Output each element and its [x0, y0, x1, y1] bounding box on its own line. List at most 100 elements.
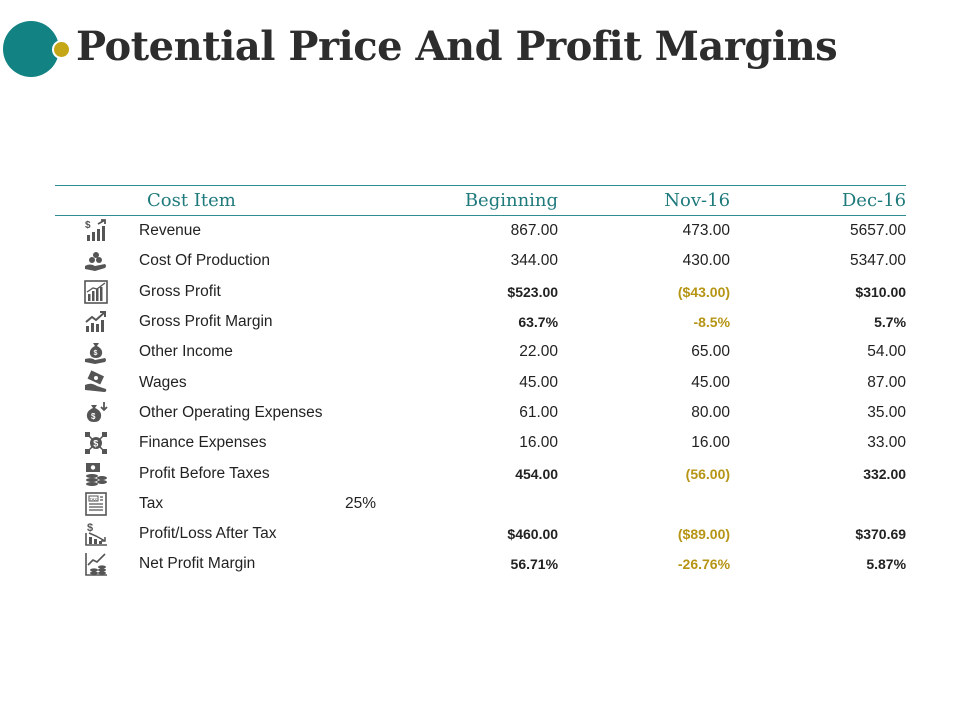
dollar-decline-icon: $ — [85, 522, 107, 546]
header-beginning: Beginning — [445, 185, 559, 216]
row-icon-cell — [55, 246, 137, 276]
teal-circle-decoration — [3, 21, 59, 77]
revenue-chart-icon: $ — [85, 219, 106, 242]
cell-dec-16: 5.7% — [874, 314, 907, 331]
cash-coins-icon — [86, 462, 107, 486]
row-label: Gross Profit Margin — [139, 313, 273, 331]
cell-beginning — [445, 489, 558, 519]
row-extra-value — [345, 216, 445, 247]
cell-beginning: 63.7% — [518, 314, 559, 331]
table-row: $ Revenue 867.00 473.00 5657.00 — [55, 216, 906, 247]
svg-text:$: $ — [85, 220, 91, 231]
table-row: $ Finance Expenses 16.00 16.00 33.00 — [55, 428, 906, 458]
cell-beginning: $460.00 — [507, 526, 559, 543]
row-extra-value — [345, 277, 445, 307]
row-label: Finance Expenses — [139, 434, 267, 452]
row-icon-cell — [55, 277, 137, 307]
row-label: Other Operating Expenses — [139, 403, 323, 421]
cell-dec-16: 35.00 — [867, 403, 907, 421]
cell-nov-16: (56.00) — [685, 465, 731, 482]
cell-nov-16: 16.00 — [691, 434, 731, 452]
table-row: Wages 45.00 45.00 87.00 — [55, 367, 906, 397]
table-row: $ Other Operating Expenses 61.00 80.00 35.00 — [55, 398, 906, 428]
header-cost-item: Cost Item — [55, 185, 446, 216]
cell-dec-16: 332.00 — [863, 465, 907, 482]
cell-beginning: 344.00 — [510, 252, 559, 270]
money-bag-down-icon: $ — [86, 401, 108, 422]
row-icon-cell — [55, 549, 137, 579]
svg-text:$: $ — [94, 350, 98, 357]
row-icon-cell: $ — [55, 398, 137, 428]
row-label: Cost Of Production — [139, 252, 270, 270]
table-row: Cost Of Production 344.00 430.00 5347.00 — [55, 246, 906, 276]
svg-text:$: $ — [93, 439, 98, 449]
row-extra-value — [345, 458, 445, 488]
svg-text:TAX: TAX — [90, 496, 98, 501]
row-label: Tax — [139, 494, 164, 512]
row-extra-value — [345, 337, 445, 367]
table-row: $ Other Income 22.00 65.00 54.00 — [55, 337, 906, 367]
cell-dec-16: $370.69 — [855, 526, 907, 543]
table-row: Profit Before Taxes 454.00 (56.00) 332.00 — [55, 458, 906, 488]
table-row: Net Profit Margin 56.71% -26.76% 5.87% — [55, 549, 906, 579]
table-row: TAX Tax 25% — [55, 489, 906, 519]
cell-dec-16: 5347.00 — [850, 252, 907, 270]
cell-dec-16: 87.00 — [867, 373, 907, 391]
row-label: Other Income — [139, 343, 233, 361]
row-extra-value — [345, 307, 445, 337]
cell-dec-16: 54.00 — [867, 343, 907, 361]
cell-beginning: 867.00 — [510, 222, 559, 240]
cell-dec-16: 5657.00 — [850, 222, 907, 240]
cell-nov-16: -26.76% — [677, 556, 731, 573]
cell-beginning: 22.00 — [519, 343, 559, 361]
row-extra-value — [345, 367, 445, 397]
cell-nov-16: 80.00 — [691, 403, 731, 421]
growth-arrow-icon — [85, 311, 106, 333]
row-extra-value: 25% — [345, 494, 377, 512]
row-label: Revenue — [139, 222, 202, 240]
row-label: Net Profit Margin — [139, 555, 256, 573]
cell-dec-16: $310.00 — [855, 283, 907, 300]
row-label: Gross Profit — [139, 282, 221, 300]
cell-dec-16: 33.00 — [867, 434, 907, 452]
row-icon-cell — [55, 367, 137, 397]
cell-beginning: 56.71% — [510, 556, 559, 573]
gold-circle-decoration — [52, 40, 71, 59]
cell-beginning: 45.00 — [519, 373, 559, 391]
cell-dec-16 — [730, 489, 906, 519]
row-icon-cell: $ — [55, 428, 137, 458]
row-extra-value — [345, 549, 445, 579]
coin-network-icon: $ — [85, 432, 107, 455]
table-row: Gross Profit Margin 63.7% -8.5% 5.7% — [55, 307, 906, 337]
chart-coins-icon — [85, 553, 107, 577]
cell-nov-16: 430.00 — [682, 252, 731, 270]
page-title: Potential Price And Profit Margins — [76, 23, 838, 70]
row-extra-value — [345, 519, 445, 549]
cell-beginning: 61.00 — [519, 403, 559, 421]
cell-beginning: 454.00 — [515, 465, 559, 482]
table-row: $ Profit/Loss After Tax $460.00 ($89.00) $37… — [55, 519, 906, 549]
svg-text:$: $ — [87, 522, 93, 534]
row-label: Wages — [139, 373, 187, 391]
svg-text:$: $ — [91, 412, 96, 421]
hand-banknote-icon — [85, 370, 107, 392]
cell-beginning: 16.00 — [519, 434, 559, 452]
cell-beginning: $523.00 — [507, 283, 559, 300]
table-row: Gross Profit $523.00 ($43.00) $310.00 — [55, 277, 906, 307]
row-icon-cell — [55, 307, 137, 337]
cell-nov-16: 65.00 — [691, 343, 731, 361]
bar-chart-icon — [84, 279, 108, 304]
row-icon-cell: $ — [55, 519, 137, 549]
header-nov-16: Nov-16 — [558, 185, 731, 216]
cell-nov-16: ($89.00) — [677, 526, 731, 543]
table-header-row: Cost Item Beginning Nov-16 Dec-16 — [55, 185, 907, 216]
cell-nov-16: 45.00 — [691, 373, 731, 391]
row-label: Profit Before Taxes — [139, 464, 270, 482]
financial-table: Cost Item Beginning Nov-16 Dec-16 $ Reven… — [55, 185, 907, 580]
cell-nov-16: 473.00 — [682, 222, 731, 240]
row-extra-value — [345, 398, 445, 428]
hand-coins-icon — [85, 252, 106, 272]
row-icon-cell: $ — [55, 337, 137, 367]
cell-nov-16 — [558, 489, 730, 519]
cell-nov-16: -8.5% — [693, 314, 731, 331]
